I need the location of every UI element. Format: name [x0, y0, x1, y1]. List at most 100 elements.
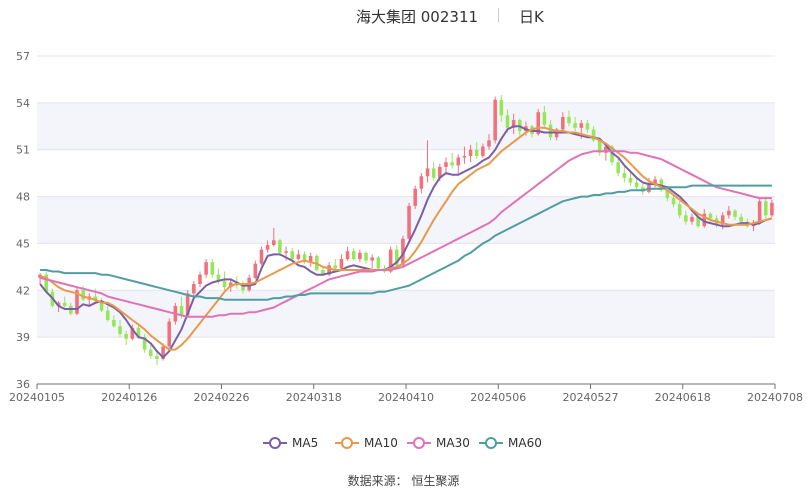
candle-body: [739, 216, 743, 222]
y-tick-label: 51: [16, 144, 30, 157]
candlestick-chart: 36 39 42 45 48 51 54 57 20240105 20240126 2024022…: [9, 50, 803, 450]
candle-body: [81, 290, 85, 300]
candle-body: [75, 290, 79, 314]
candle-body: [542, 112, 547, 125]
series-line-ma5: [39, 125, 773, 359]
legend-label: MA30: [436, 436, 470, 450]
y-tick-label: 45: [16, 237, 30, 250]
x-tick-label: 20240126: [101, 391, 157, 404]
candle-body: [671, 198, 676, 205]
legend-label: MA60: [508, 436, 542, 450]
candle-body: [438, 166, 442, 178]
candle-body: [118, 326, 122, 335]
candle-body: [770, 202, 774, 216]
candle-body: [499, 99, 504, 116]
y-tick-label: 48: [16, 191, 30, 204]
candle-body: [44, 274, 49, 292]
grid-lines: [37, 55, 775, 385]
candle-body: [394, 249, 399, 266]
legend-item-ma60: MA60: [479, 436, 542, 450]
candle-body: [763, 201, 768, 216]
series-line-ma10: [39, 126, 773, 351]
candle-body: [222, 280, 227, 288]
title-divider: [498, 8, 499, 22]
candle-body: [604, 146, 608, 153]
candle-body: [99, 301, 104, 311]
candle-body: [733, 210, 737, 217]
legend-label: MA5: [292, 436, 318, 450]
candle-body: [579, 123, 584, 128]
period-label: 日K: [519, 8, 544, 26]
candle-body: [265, 244, 270, 250]
candle-body: [567, 116, 571, 124]
candle-body: [296, 254, 301, 260]
legend-item-ma30: MA30: [407, 436, 470, 450]
legend-item-ma5: MA5: [263, 436, 318, 450]
candle-body: [419, 176, 424, 189]
candle-body: [665, 190, 670, 199]
y-tick-label: 57: [16, 50, 30, 63]
ma-lines: [39, 125, 773, 359]
legend: MA5 MA10 MA30 MA60: [263, 436, 542, 450]
candle-body: [155, 355, 159, 360]
x-axis: 20240105 20240126 20240226 20240318 20240410…: [9, 383, 803, 404]
candle-body: [358, 252, 362, 260]
candle-body: [308, 255, 313, 263]
x-tick-label: 20240618: [655, 391, 711, 404]
candle-body: [757, 201, 762, 224]
candle-body: [511, 120, 516, 128]
candle-body: [468, 149, 473, 156]
grid-band: [37, 102, 775, 150]
candle-body: [185, 293, 190, 316]
candle-body: [370, 257, 374, 261]
candle-body: [376, 257, 381, 269]
candle-body: [345, 251, 350, 260]
candle-body: [493, 99, 497, 141]
x-tick-label: 20240708: [747, 391, 803, 404]
candle-body: [708, 213, 713, 219]
candle-body: [105, 310, 110, 320]
candle-body: [351, 251, 356, 260]
grid-band: [37, 290, 775, 338]
y-tick-label: 39: [16, 331, 30, 344]
candle-body: [573, 123, 577, 128]
candle-body: [339, 259, 344, 269]
y-tick-label: 54: [16, 97, 30, 110]
legend-label: MA10: [364, 436, 398, 450]
candle-body: [610, 146, 614, 163]
y-tick-label: 42: [16, 284, 30, 297]
candle-body: [364, 252, 368, 261]
x-tick-label: 20240226: [194, 391, 250, 404]
candle-body: [321, 269, 325, 275]
candle-body: [124, 334, 128, 339]
candle-body: [487, 140, 491, 147]
series-line-ma30: [39, 150, 772, 318]
candle-body: [474, 149, 479, 156]
candle-body: [278, 240, 282, 253]
candle-body: [271, 240, 276, 245]
candle-body: [653, 179, 657, 185]
candle-body: [677, 204, 682, 216]
legend-marker: [341, 437, 353, 449]
candle-body: [198, 274, 202, 285]
candle-body: [536, 112, 541, 135]
candle-body: [62, 302, 67, 306]
x-tick-label: 20240527: [563, 391, 619, 404]
candle-body: [253, 263, 258, 278]
candle-body: [216, 274, 221, 281]
candle-body: [148, 349, 153, 356]
candle-body: [444, 162, 448, 167]
candle-body: [413, 188, 418, 206]
legend-marker: [413, 437, 425, 449]
candle-body: [505, 115, 510, 128]
legend-marker: [485, 437, 497, 449]
candle-body: [259, 249, 264, 264]
candle-body: [302, 254, 307, 263]
legend-marker: [269, 437, 281, 449]
candle-body: [192, 284, 196, 294]
candle-body: [142, 337, 147, 350]
series-line-ma60: [40, 184, 772, 301]
candle-body: [204, 262, 208, 275]
candle-body: [136, 327, 141, 338]
candle-body: [561, 116, 565, 130]
